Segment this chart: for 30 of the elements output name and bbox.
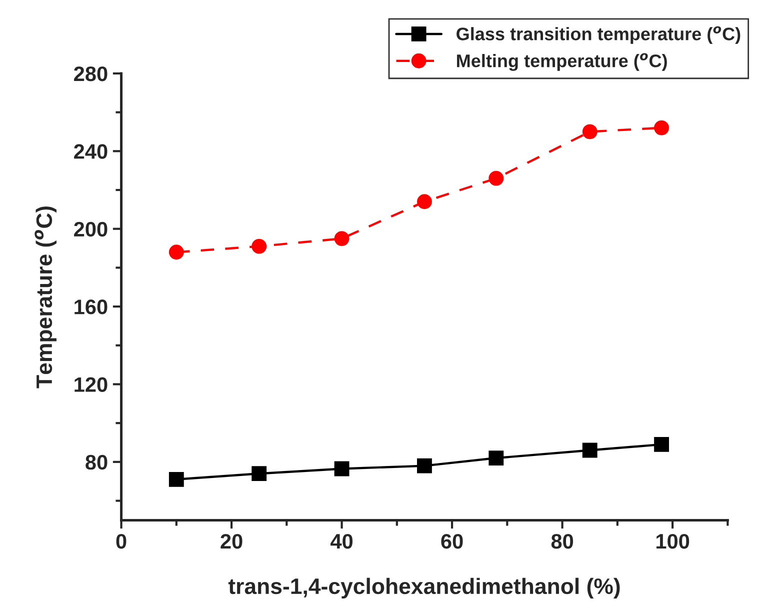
point bbox=[654, 120, 669, 136]
y-tick-label: 280 bbox=[74, 66, 108, 82]
x-axis-title: trans-1,4-cyclohexanedimethanol (%) bbox=[228, 578, 620, 599]
y-tick-label: 200 bbox=[74, 222, 108, 237]
y-tick-label: 80 bbox=[86, 454, 108, 470]
y-tick-label: 240 bbox=[74, 144, 108, 159]
point bbox=[488, 170, 504, 186]
x-tick-label: 60 bbox=[441, 534, 463, 549]
point bbox=[168, 472, 184, 487]
point bbox=[582, 124, 598, 140]
point bbox=[654, 436, 669, 452]
x-tick-label: 100 bbox=[656, 534, 690, 549]
x-tick-label: 80 bbox=[551, 534, 574, 549]
point bbox=[334, 231, 350, 246]
legend-label: Melting temperature ($^{o}$C) bbox=[457, 53, 667, 71]
point bbox=[334, 461, 350, 476]
x-tick-label: 20 bbox=[220, 534, 242, 549]
point bbox=[417, 458, 432, 474]
point bbox=[417, 194, 432, 210]
y-tick-label: 120 bbox=[74, 377, 108, 392]
point bbox=[252, 238, 267, 254]
y-axis-title: Temperature ($^{o}$C) bbox=[34, 206, 56, 388]
x-tick-label: 0 bbox=[116, 534, 126, 549]
point bbox=[582, 442, 598, 458]
point bbox=[168, 244, 184, 260]
y-tick-label: 160 bbox=[74, 300, 108, 314]
x-tick-label: 40 bbox=[330, 534, 353, 549]
legend-label: Glass transition temperature ($^{o}$C) bbox=[456, 26, 740, 44]
point bbox=[488, 450, 504, 466]
point bbox=[252, 466, 267, 482]
